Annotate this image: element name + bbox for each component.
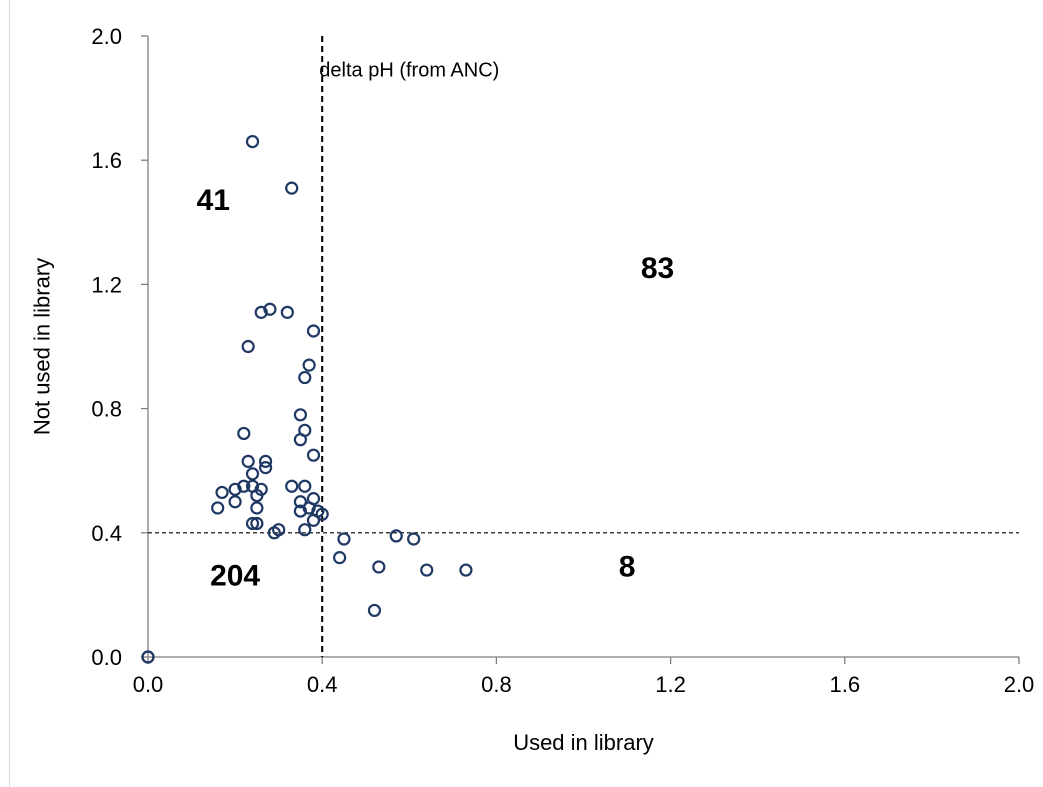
- data-point: [306, 324, 321, 338]
- data-point: [285, 181, 299, 195]
- data-point: [315, 507, 329, 521]
- data-points: [141, 134, 473, 664]
- data-point: [237, 426, 251, 441]
- annotations: delta pH (from ANC) 41 83 204 8: [197, 59, 675, 592]
- data-point: [241, 454, 255, 468]
- region-count-label: 204: [210, 560, 260, 593]
- y-tick-label: 0.4: [91, 521, 122, 546]
- data-point: [389, 529, 403, 543]
- threshold-lines: [148, 36, 1019, 657]
- data-point: [245, 467, 260, 481]
- y-tick-label: 0.0: [91, 645, 122, 670]
- data-point: [245, 516, 260, 531]
- region-count-label: 8: [619, 550, 636, 583]
- x-tick-label: 0.4: [307, 672, 338, 697]
- data-point: [407, 532, 421, 546]
- data-point: [459, 563, 473, 577]
- data-point: [293, 495, 308, 509]
- y-axis-ticks: 0.0 0.4 0.8 1.2 1.6 2.0: [91, 24, 148, 670]
- data-point: [215, 485, 229, 500]
- data-point: [228, 482, 242, 496]
- data-point: [211, 501, 225, 515]
- data-point: [241, 339, 255, 354]
- x-tick-label: 2.0: [1004, 672, 1035, 697]
- data-point: [245, 134, 260, 149]
- data-point: [263, 302, 277, 316]
- axes: [147, 36, 1019, 658]
- data-point: [293, 408, 308, 422]
- data-point: [298, 479, 312, 493]
- data-point: [372, 560, 386, 574]
- y-tick-label: 0.8: [91, 397, 122, 422]
- frame-rule: [9, 0, 10, 787]
- region-count-label: 83: [641, 252, 674, 285]
- data-point: [280, 305, 294, 319]
- y-tick-label: 1.6: [91, 148, 122, 173]
- data-point: [250, 516, 264, 531]
- data-point: [141, 650, 155, 664]
- data-point: [306, 448, 321, 462]
- data-point: [258, 454, 273, 468]
- data-point: [306, 513, 321, 527]
- data-point: [228, 495, 242, 509]
- data-point: [250, 501, 264, 515]
- x-tick-label: 1.2: [655, 672, 686, 697]
- data-point: [298, 370, 312, 385]
- data-point: [298, 523, 312, 537]
- data-point: [337, 532, 351, 546]
- y-tick-label: 2.0: [91, 24, 122, 49]
- data-point: [333, 551, 347, 565]
- data-point: [267, 526, 281, 540]
- data-point: [285, 479, 299, 493]
- y-axis-title: Not used in library: [30, 258, 55, 435]
- region-count-label: 41: [197, 184, 230, 217]
- x-tick-label: 1.6: [830, 672, 861, 697]
- data-point: [258, 460, 273, 475]
- data-point: [367, 603, 382, 618]
- data-point: [293, 433, 308, 447]
- x-tick-label: 0.0: [133, 672, 164, 697]
- x-axis-ticks: 0.0 0.4 0.8 1.2 1.6 2.0: [133, 657, 1035, 697]
- y-tick-label: 1.2: [91, 272, 122, 297]
- data-point: [293, 504, 308, 518]
- x-axis-title: Used in library: [513, 730, 654, 755]
- chart-annotation: delta pH (from ANC): [319, 59, 499, 81]
- x-tick-label: 0.8: [481, 672, 512, 697]
- data-point: [420, 563, 434, 577]
- data-point: [250, 488, 264, 503]
- data-point: [302, 358, 316, 372]
